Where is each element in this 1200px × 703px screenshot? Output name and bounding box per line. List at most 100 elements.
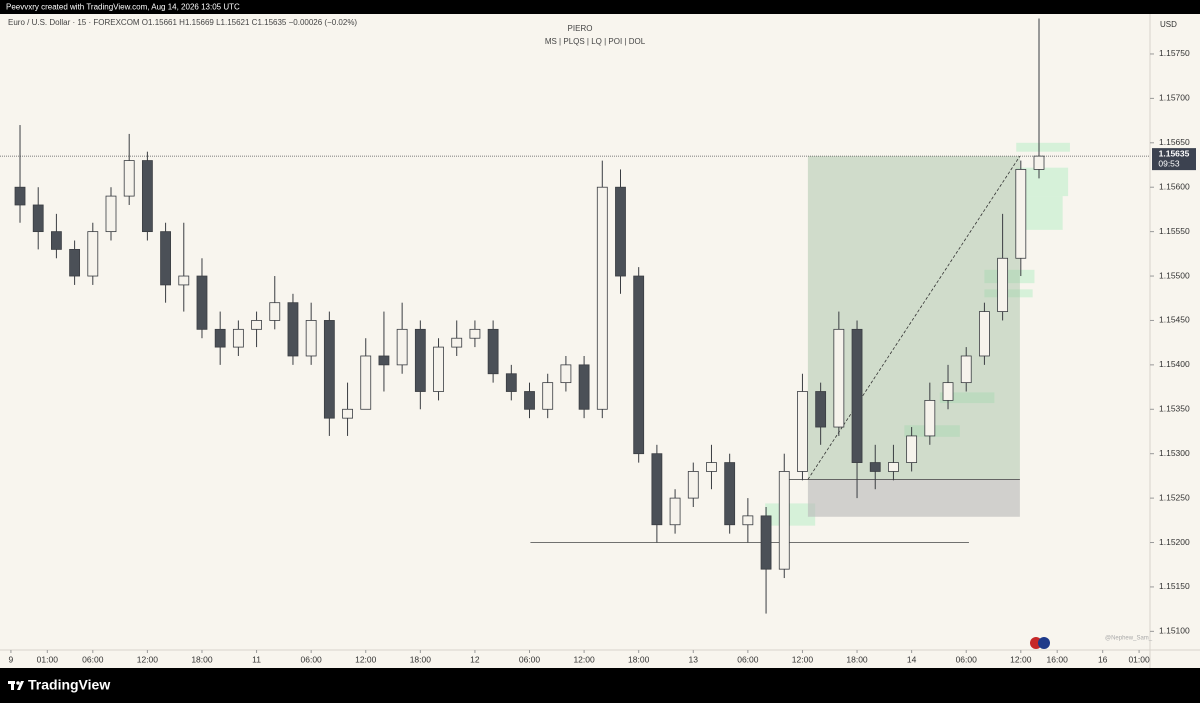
candle-body (924, 399, 936, 437)
candle-body (196, 275, 208, 330)
x-tick-label: 13 (689, 654, 699, 664)
candle-body (378, 355, 390, 366)
countdown-label: 09:53 (1158, 158, 1180, 168)
x-tick-label: 01:00 (37, 654, 59, 664)
x-tick-label: 9 (9, 654, 14, 664)
y-tick-label: 1.15150 (1159, 581, 1190, 591)
candle-body (1015, 169, 1027, 259)
x-tick-label: 06:00 (301, 654, 323, 664)
candle-body (14, 186, 26, 206)
x-tick-label: 16:00 (1047, 654, 1069, 664)
x-tick-label: 12 (470, 654, 480, 664)
y-tick-label: 1.15550 (1159, 226, 1190, 236)
x-tick-label: 12:00 (355, 654, 377, 664)
y-tick-label: 1.15500 (1159, 270, 1190, 280)
x-tick-label: 14 (907, 654, 917, 664)
candle-body (323, 320, 335, 419)
position-stop-zone (807, 479, 1020, 517)
watermark: @Nephew_Sam_ (1105, 636, 1153, 642)
position-path (807, 155, 1021, 480)
candle-body (123, 160, 135, 197)
indicator-subtitle: MS | PLQS | LQ | POI | DOL (545, 37, 646, 46)
x-tick-label: 12:00 (573, 654, 595, 664)
credit: Peevvxry created with TradingView.com, A… (6, 3, 240, 12)
x-tick-label: 06:00 (519, 654, 541, 664)
candle-body (742, 515, 754, 526)
candle-body (851, 328, 863, 463)
y-tick-label: 1.15700 (1159, 93, 1190, 103)
candle-body (797, 391, 808, 472)
candle-body (360, 355, 372, 410)
candle-body (997, 257, 1009, 312)
fvg-zone (984, 269, 1035, 284)
candle-body (396, 328, 408, 366)
candle-body (633, 275, 645, 455)
indicator-title: PIERO (568, 24, 593, 33)
candle-body (214, 328, 226, 348)
x-tick-label: 06:00 (737, 654, 759, 664)
candle-body (542, 382, 554, 410)
candle-body (833, 328, 845, 428)
candle-body (469, 328, 481, 339)
candle-body (305, 320, 317, 357)
candle-body (251, 320, 262, 330)
x-tick-label: 12:00 (137, 654, 159, 664)
flag-icon (1030, 637, 1050, 649)
candle-body (1033, 155, 1045, 170)
axes: 1.15750 1.15700 1.15650 1.15600 1.15550 1.155… (9, 48, 1196, 664)
x-tick-label: 12:00 (792, 654, 814, 664)
candle-body (178, 275, 190, 286)
candle-body (651, 453, 663, 526)
x-tick-label: 18:00 (191, 654, 213, 664)
brand-logo (8, 681, 24, 690)
candle-body (815, 391, 827, 428)
y-tick-label: 1.15600 (1159, 181, 1190, 191)
candle-body (160, 231, 171, 286)
candle-body (578, 364, 590, 410)
candle-body (141, 160, 153, 233)
fvg-zone (765, 503, 816, 526)
last-price-box (1152, 148, 1196, 171)
currency: USD (1160, 20, 1177, 29)
candle-body (869, 462, 881, 472)
y-tick-label: 1.15100 (1159, 626, 1190, 636)
y-tick-label: 1.15200 (1159, 537, 1190, 547)
candle-body (451, 337, 463, 348)
candle-body (32, 204, 44, 233)
candle-body (906, 435, 918, 463)
bottom-bar (0, 668, 1200, 703)
candle-body (760, 515, 772, 570)
fvg-zone (1016, 142, 1070, 152)
y-tick-label: 1.15750 (1159, 48, 1190, 58)
candle-body (433, 346, 444, 392)
y-tick-label: 1.15400 (1159, 359, 1190, 369)
fvg-zone (939, 392, 995, 404)
y-tick-label: 1.15450 (1159, 315, 1190, 325)
candle-body (414, 328, 426, 392)
x-tick-label: 06:00 (82, 654, 104, 664)
candle-body (669, 497, 681, 526)
x-tick-label: 01:00 (1128, 654, 1150, 664)
y-tick-label: 1.15250 (1159, 492, 1190, 502)
y-tick-label: 1.15350 (1159, 404, 1190, 414)
x-tick-label: 18:00 (410, 654, 432, 664)
candle-body (105, 195, 117, 233)
y-tick-label: 1.15300 (1159, 448, 1190, 458)
x-tick-label: 18:00 (846, 654, 868, 664)
candle-body (888, 462, 899, 472)
candle-body (560, 364, 572, 384)
candle-body (596, 186, 608, 410)
candle-body (778, 471, 790, 570)
candle-body (615, 186, 626, 277)
top-bar (0, 0, 1200, 14)
candle-body (69, 248, 81, 277)
symbol-line: Euro / U.S. Dollar · 15 · FOREXCOM O1.15… (8, 18, 357, 27)
fvg-zone (984, 289, 1033, 298)
x-tick-label: 06:00 (956, 654, 978, 664)
candle-body (706, 462, 717, 472)
x-tick-label: 18:00 (628, 654, 650, 664)
candle-body (942, 382, 954, 401)
candle-body (232, 328, 244, 348)
